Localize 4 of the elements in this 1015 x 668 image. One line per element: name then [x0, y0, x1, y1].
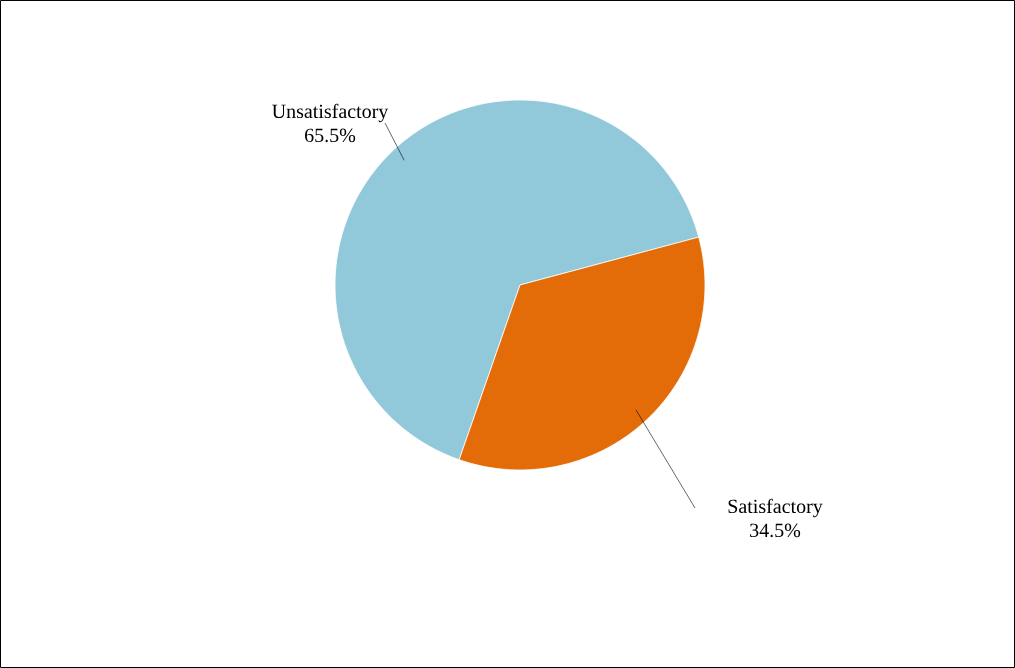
slice-label: Unsatisfactory	[272, 103, 389, 123]
data-label: 34.5%	[750, 523, 801, 538]
data-label: 65.5%	[305, 128, 356, 143]
slice-label: Satisfactory	[728, 498, 823, 518]
